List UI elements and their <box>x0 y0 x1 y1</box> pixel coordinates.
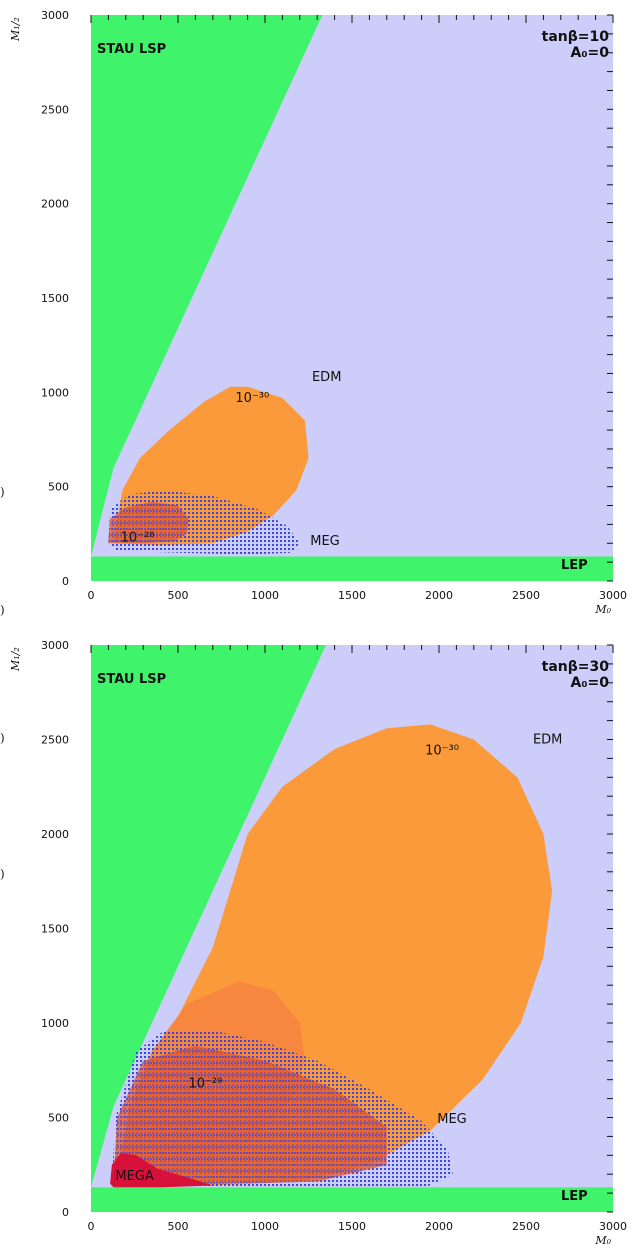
x-tick-label: 1500 <box>338 1220 366 1233</box>
edm-value-label: 10⁻³⁰ <box>425 744 459 759</box>
stau-lsp-region <box>91 645 326 1188</box>
x-tick-label: 2000 <box>425 1220 453 1233</box>
edm-value-label: 10⁻³⁰ <box>235 391 269 406</box>
inner-contour-label: 10⁻²⁸ <box>121 530 155 545</box>
x-tick-label: 500 <box>168 1220 189 1233</box>
y-tick-label: 1500 <box>41 292 69 305</box>
x-tick-label: 1500 <box>338 589 366 602</box>
y-tick-label: 2000 <box>41 828 69 841</box>
plot-area <box>91 645 613 1212</box>
x-axis-label: M₀ <box>594 1234 611 1247</box>
y-tick-label: 0 <box>62 575 69 588</box>
x-tick-label: 3000 <box>599 1220 627 1233</box>
inner-hatch-region <box>113 1045 387 1184</box>
edge-mark: ) <box>0 485 5 499</box>
y-tick-label: 500 <box>48 1112 69 1125</box>
axes: 0 500 1000 1500 2000 2500 3000 0 500 1000 1500 2000… <box>9 639 627 1247</box>
y-tick-label: 0 <box>62 1206 69 1219</box>
chart-panel-tanbeta-30: 0 500 1000 1500 2000 2500 3000 0 500 1000 1500 2000… <box>9 639 627 1247</box>
y-tick-label: 2500 <box>41 103 69 116</box>
x-tick-label: 2500 <box>512 589 540 602</box>
edm-label: EDM <box>533 732 562 747</box>
x-tick-label: 1000 <box>251 1220 279 1233</box>
tanbeta-label: tanβ=30 <box>542 659 610 675</box>
y-axis-label: M₁/₂ <box>9 17 22 42</box>
y-tick-label: 1000 <box>41 386 69 399</box>
x-tick-label: 500 <box>168 589 189 602</box>
mega-region <box>110 1153 213 1188</box>
y-tick-label: 3000 <box>41 639 69 652</box>
meg-label: MEG <box>310 534 340 549</box>
a0-label: A₀=0 <box>571 675 610 691</box>
edge-mark: ) <box>0 731 5 745</box>
tanbeta-label: tanβ=10 <box>542 29 610 45</box>
stau-lsp-region <box>91 15 323 557</box>
meg-label: MEG <box>437 1112 467 1127</box>
y-tick-label: 2000 <box>41 198 69 211</box>
y-tick-label: 1500 <box>41 923 69 936</box>
lep-region <box>91 1187 613 1212</box>
chart-panel-tanbeta-10: 0 500 1000 1500 2000 2500 3000 0 500 1000 1500 2000… <box>9 9 627 616</box>
y-tick-label: 1000 <box>41 1017 69 1030</box>
mega-label: MEGA <box>115 1169 154 1184</box>
stau-lsp-label: STAU LSP <box>97 42 166 57</box>
inner-hatch-region <box>108 501 189 544</box>
x-tick-label: 3000 <box>599 589 627 602</box>
lep-label: LEP <box>561 1189 588 1204</box>
stau-lsp-label: STAU LSP <box>97 672 166 687</box>
x-tick-label: 1000 <box>251 589 279 602</box>
axes: 0 500 1000 1500 2000 2500 3000 0 500 1000 1500 2000… <box>9 9 627 616</box>
x-tick-label: 0 <box>88 1220 95 1233</box>
y-tick-label: 500 <box>48 481 69 494</box>
x-tick-label: 2500 <box>512 1220 540 1233</box>
edge-mark: ) <box>0 867 5 881</box>
plot-area <box>91 15 613 581</box>
x-tick-label: 0 <box>88 589 95 602</box>
x-tick-label: 2000 <box>425 589 453 602</box>
y-tick-label: 3000 <box>41 9 69 22</box>
y-tick-label: 2500 <box>41 734 69 747</box>
inner-contour-label: 10⁻²⁹ <box>188 1076 222 1091</box>
edm-label: EDM <box>312 370 341 385</box>
a0-label: A₀=0 <box>571 45 610 61</box>
lep-region <box>91 556 613 581</box>
lep-label: LEP <box>561 558 588 573</box>
edge-mark: ) <box>0 603 5 617</box>
x-axis-label: M₀ <box>594 603 611 616</box>
y-axis-label: M₁/₂ <box>9 647 22 672</box>
